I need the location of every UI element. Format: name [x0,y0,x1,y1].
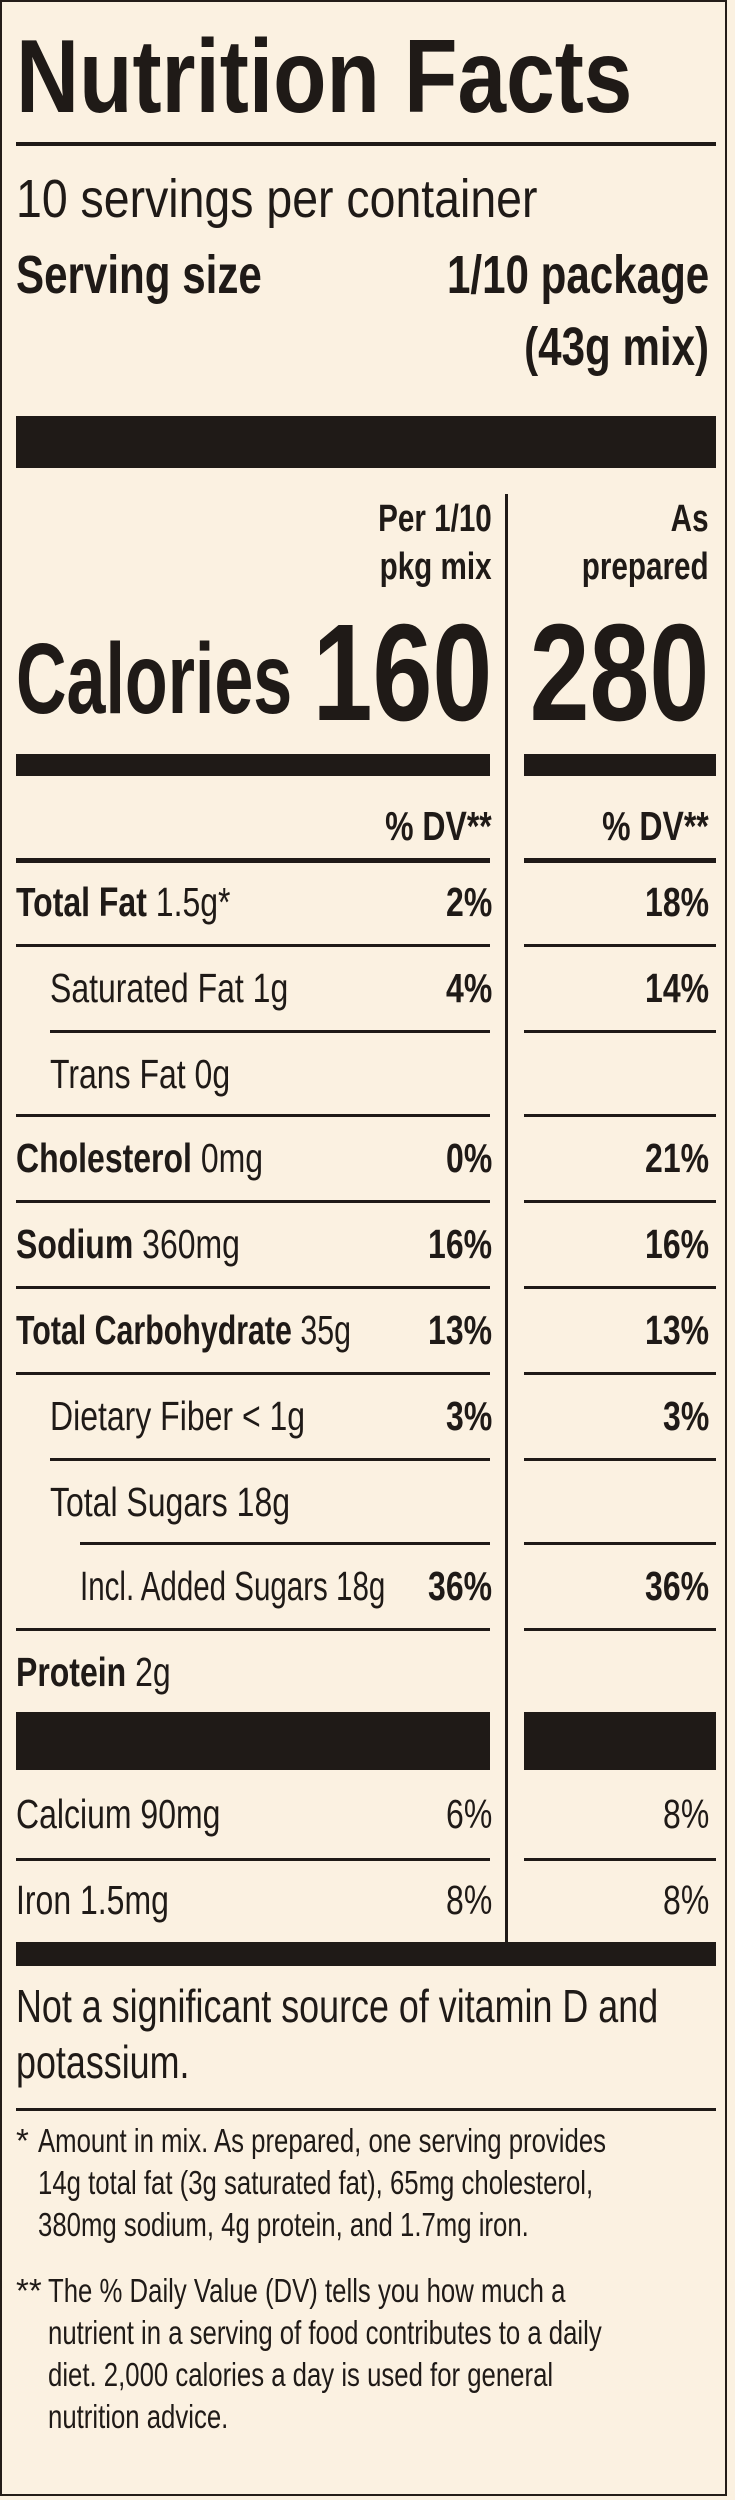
row-rule [50,1030,490,1033]
dv-mix-calcium: 6% [445,1791,492,1837]
dv-prepared-cholesterol: 21% [644,1135,709,1181]
footnote1-line2: 14g total fat (3g saturated fat), 65mg c… [38,2164,594,2201]
row-rule [16,944,490,947]
col2-header-line1: As [671,498,709,540]
row-rule [50,1458,490,1461]
nutrient-row-protein: Protein 2g [16,1649,171,1695]
row-rule [16,1114,490,1117]
dv-prepared-iron: 8% [662,1877,709,1923]
dv-prepared-dietary-fiber: 3% [662,1393,709,1439]
not-significant-line2: potassium. [16,2036,190,2088]
nutrient-row-total-sugars: Total Sugars 18g [50,1479,291,1525]
nutrient-row-total-fat: Total Fat 1.5g* [16,879,231,925]
footnote2-line3: diet. 2,000 calories a day is used for g… [48,2356,554,2393]
col1-header-line1: Per 1/10 [378,498,492,540]
row-rule [524,1542,716,1545]
serving-size-value: 1/10 package [446,245,709,305]
thick-bar-top [16,416,716,468]
row-rule [16,1286,490,1289]
calories-mix: 160 [312,596,492,750]
row-rule [524,1458,716,1461]
servings-per-container: 10 servings per container [16,169,538,229]
dv-prepared-added-sugars: 36% [644,1563,709,1609]
footnote2-mark: ** [16,2272,42,2309]
serving-size-grams: (43g mix) [524,317,709,377]
row-rule [524,1030,716,1033]
row-rule [80,1542,490,1545]
row-rule [524,1200,716,1203]
calories-prepared: 280 [529,596,709,750]
dv-rule-right [524,858,716,863]
row-rule [524,1286,716,1289]
footnote1-line3: 380mg sodium, 4g protein, and 1.7mg iron… [38,2206,529,2243]
dv-mix-saturated-fat: 4% [445,965,492,1011]
row-rule [16,1628,490,1631]
nutrient-row-dietary-fiber: Dietary Fiber < 1g [50,1393,306,1439]
calories-rule-left [16,754,490,776]
dv-mix-iron: 8% [445,1877,492,1923]
footnote1-line1: Amount in mix. As prepared, one serving … [38,2122,607,2159]
dv-mix-total-carbohydrate: 13% [427,1307,492,1353]
serving-size-label: Serving size [16,245,262,305]
dv-prepared-calcium: 8% [662,1791,709,1837]
row-rule [524,1628,716,1631]
dv-mix-added-sugars: 36% [427,1563,492,1609]
not-significant-line1: Not a significant source of vitamin D an… [16,1980,659,2032]
dv-header-mix: % DV** [385,803,492,849]
dv-mix-sodium: 16% [427,1221,492,1267]
nutrient-row-trans-fat: Trans Fat 0g [50,1051,231,1097]
title-rule [16,142,716,146]
nutrient-row-sodium: Sodium 360mg [16,1221,240,1267]
row-rule [16,1858,490,1861]
footnote1-mark: * [16,2122,29,2159]
thick-bar-bottom [16,1942,716,1966]
nutrient-row-saturated-fat: Saturated Fat 1g [50,965,289,1011]
nutrient-row-added-sugars: Incl. Added Sugars 18g [80,1563,386,1609]
dv-mix-cholesterol: 0% [445,1135,492,1181]
dv-header-prepared: % DV** [602,803,709,849]
row-rule [524,1114,716,1117]
row-rule [16,1200,490,1203]
footnote-rule [16,2108,716,2111]
nutrient-row-total-carbohydrate: Total Carbohydrate 35g [16,1307,351,1353]
col1-header-line2: pkg mix [379,546,492,588]
dv-mix-total-fat: 2% [445,879,492,925]
dv-prepared-total-fat: 18% [644,879,709,925]
dv-mix-dietary-fiber: 3% [445,1393,492,1439]
thick-bar-vitamins-left [16,1712,490,1770]
row-rule [524,1858,716,1861]
footnote2-line4: nutrition advice. [48,2398,229,2435]
row-rule [524,944,716,947]
footnote2-line1: The % Daily Value (DV) tells you how muc… [48,2272,566,2309]
calories-rule-right [524,754,716,776]
column-divider [505,494,508,1942]
mineral-row-iron: Iron 1.5mg [16,1877,169,1923]
dv-rule-left [16,858,490,863]
footnote2-line2: nutrient in a serving of food contribute… [48,2314,602,2351]
thick-bar-vitamins-right [524,1712,716,1770]
dv-prepared-sodium: 16% [644,1221,709,1267]
row-rule [524,1372,716,1375]
col2-header-line2: prepared [582,546,709,588]
calories-label: Calories [16,623,293,735]
label-title: Nutrition Facts [16,19,633,135]
nutrient-row-cholesterol: Cholesterol 0mg [16,1135,264,1181]
dv-prepared-total-carbohydrate: 13% [644,1307,709,1353]
row-rule [16,1372,490,1375]
dv-prepared-saturated-fat: 14% [644,965,709,1011]
mineral-row-calcium: Calcium 90mg [16,1791,221,1837]
